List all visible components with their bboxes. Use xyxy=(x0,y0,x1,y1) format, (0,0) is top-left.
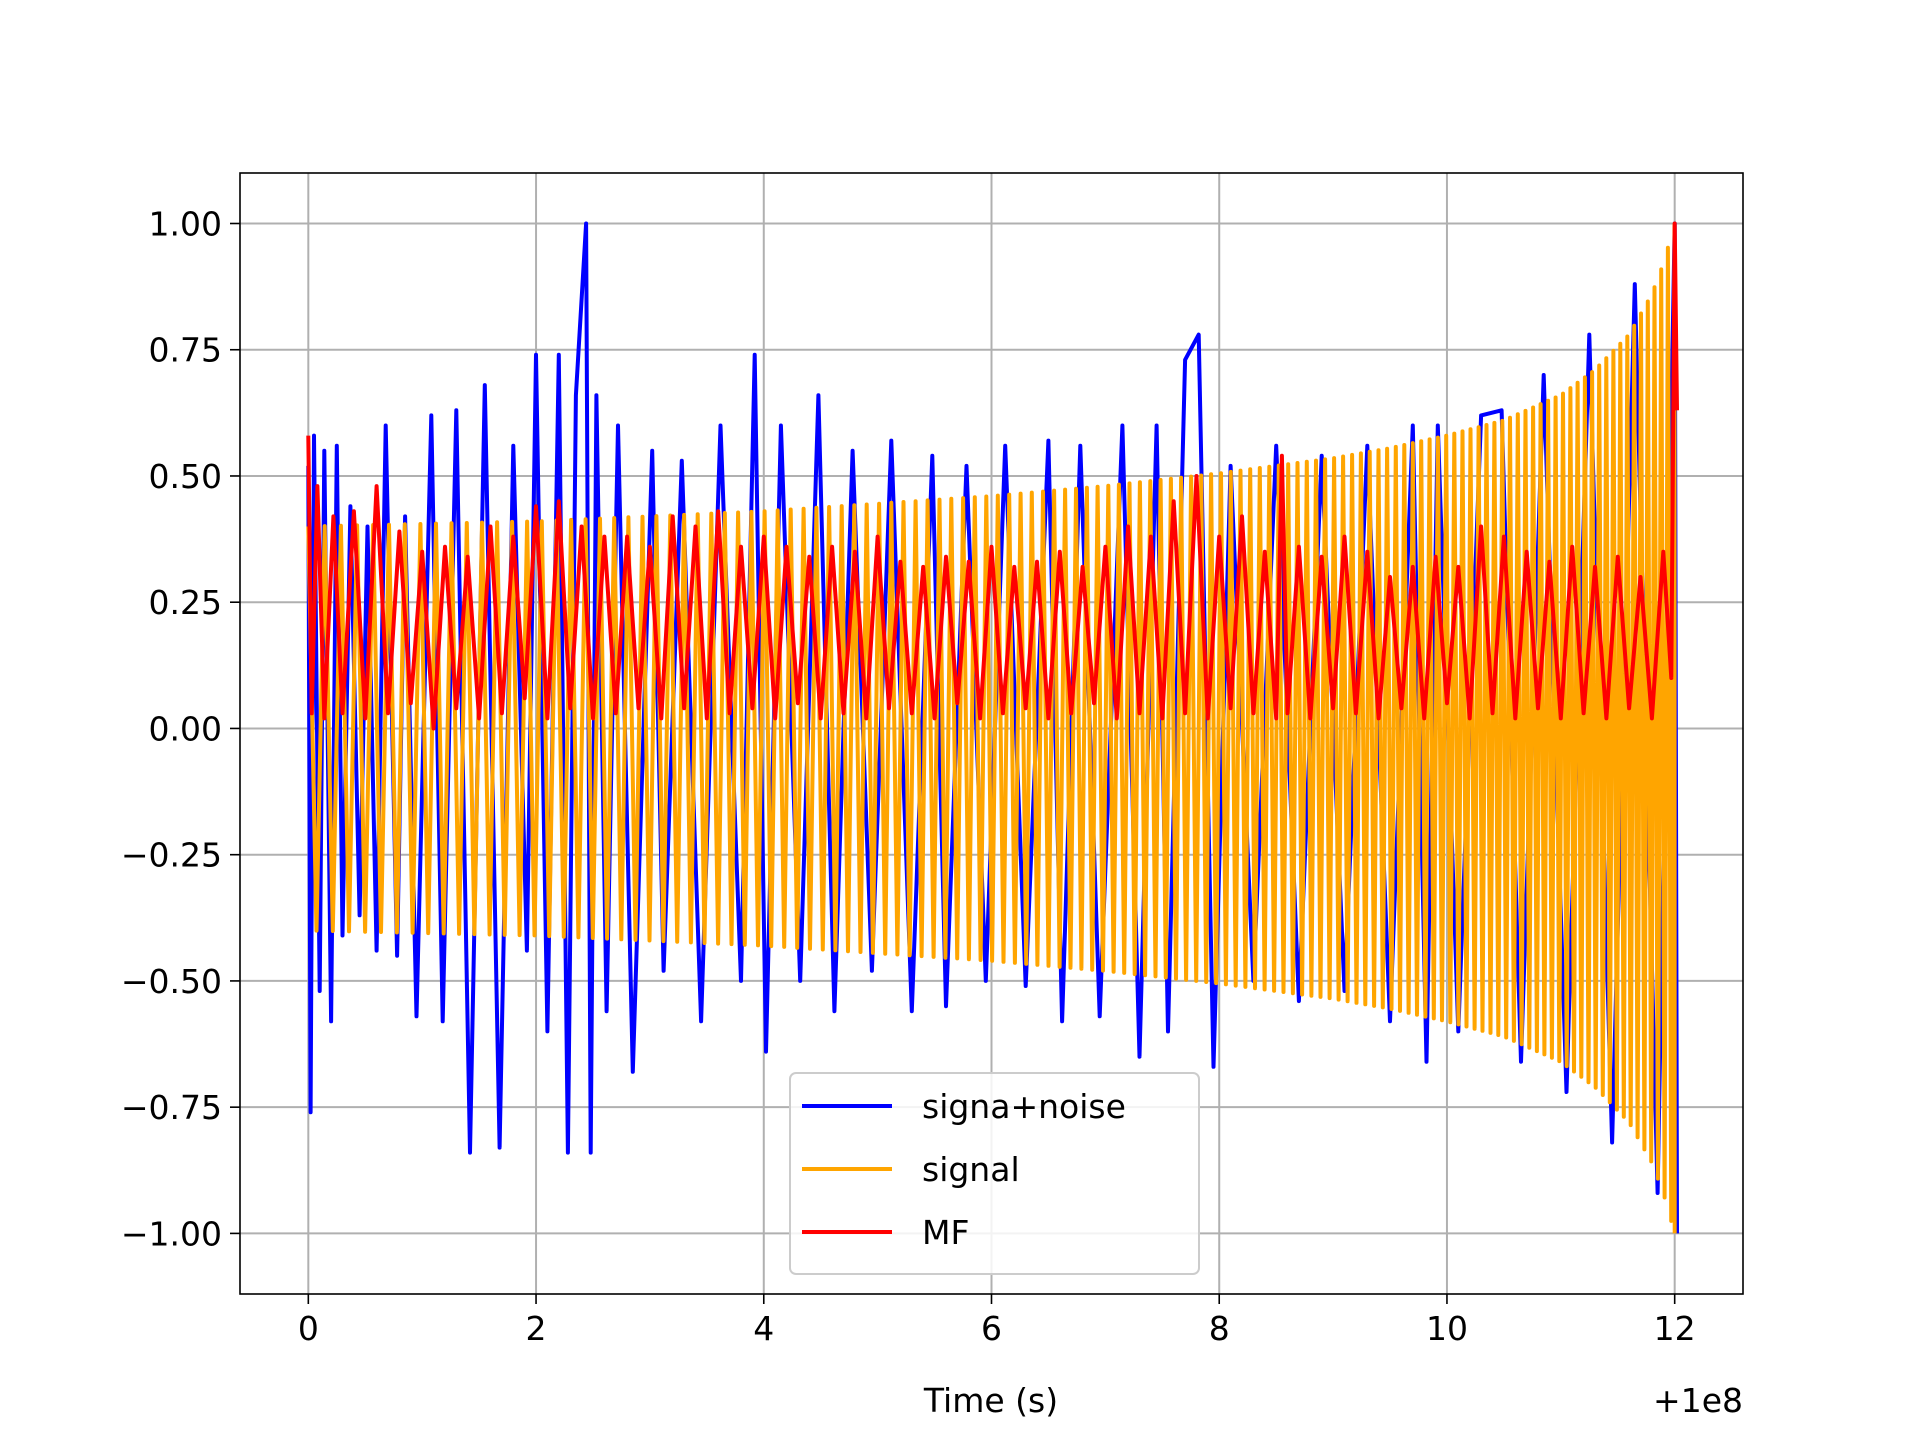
legend-label-signal: signal xyxy=(922,1150,1020,1189)
y-tick-label: 0.75 xyxy=(149,331,222,370)
y-tick-label: −0.75 xyxy=(121,1088,222,1127)
x-tick-label: 10 xyxy=(1426,1309,1468,1348)
x-tick-label: 6 xyxy=(981,1309,1002,1348)
x-axis-label: Time (s) xyxy=(923,1381,1058,1420)
x-offset-label: +1e8 xyxy=(1653,1381,1743,1420)
legend: signa+noise signal MF xyxy=(789,1072,1200,1275)
y-tick-label: 0.00 xyxy=(149,709,222,748)
legend-box xyxy=(789,1072,1200,1275)
y-tick-label: −0.50 xyxy=(121,962,222,1001)
y-tick-label: −0.25 xyxy=(121,836,222,875)
series-layer xyxy=(306,221,1679,1234)
y-tick-label: −1.00 xyxy=(121,1214,222,1253)
legend-label-mf: MF xyxy=(922,1213,969,1252)
y-tick-label: 0.50 xyxy=(149,457,222,496)
y-tick-label: 1.00 xyxy=(149,204,222,243)
x-tick-label: 8 xyxy=(1209,1309,1230,1348)
series-line-signal-noise xyxy=(306,221,1679,1234)
y-tick-label: 0.25 xyxy=(149,583,222,622)
x-tick-label: 2 xyxy=(526,1309,547,1348)
ticks: 0 2 4 6 8 10 12 −1.00 −0.75 −0.50 −0.25 0.00 0.25 0.5… xyxy=(121,204,1696,1348)
series-line-mf xyxy=(306,221,1679,731)
series-line-signal xyxy=(306,222,1677,1234)
x-tick-label: 0 xyxy=(298,1309,319,1348)
x-tick-label: 12 xyxy=(1654,1309,1696,1348)
x-tick-label: 4 xyxy=(753,1309,774,1348)
legend-label-signal-noise: signa+noise xyxy=(922,1087,1126,1126)
